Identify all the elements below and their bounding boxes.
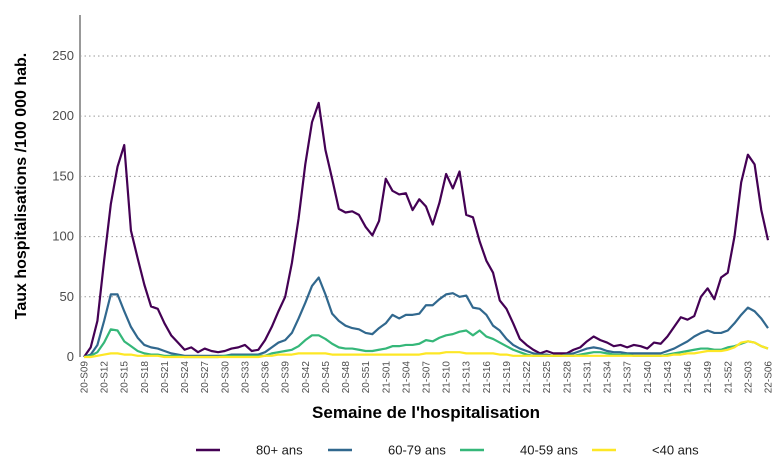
y-tick-label: 200 [52, 108, 74, 123]
x-tick-label: 20-S48 [341, 361, 352, 394]
x-tick-label: 20-S30 [220, 361, 231, 394]
x-tick-label: 21-S01 [381, 361, 392, 394]
x-tick-label: 20-S42 [301, 361, 312, 394]
legend-label: 40-59 ans [520, 443, 578, 458]
x-tick-label: 20-S51 [361, 361, 372, 394]
x-tick-label: 20-S45 [321, 361, 332, 394]
x-tick-label: 20-S18 [140, 361, 151, 394]
x-tick-label: 20-S12 [100, 361, 111, 394]
y-tick-label: 250 [52, 48, 74, 63]
x-tick-label: 21-S04 [401, 361, 412, 394]
x-tick-label: 21-S19 [502, 361, 513, 394]
legend-label: <40 ans [652, 443, 699, 458]
legend-label: 60-79 ans [388, 443, 446, 458]
x-tick-label: 21-S07 [422, 361, 433, 394]
series-line [84, 278, 768, 357]
x-tick-label: 20-S15 [120, 361, 131, 394]
x-tick-label: 21-S43 [663, 361, 674, 394]
x-tick-label: 21-S46 [683, 361, 694, 394]
x-tick-label: 21-S31 [582, 361, 593, 394]
x-tick-label: 21-S16 [482, 361, 493, 394]
x-tick-label: 21-S34 [603, 361, 614, 394]
x-tick-label: 21-S25 [542, 361, 553, 394]
x-tick-label: 21-S28 [562, 361, 573, 394]
y-tick-label: 50 [60, 289, 74, 304]
x-tick-label: 20-S36 [261, 361, 272, 394]
x-axis-title: Semaine de l'hospitalisation [312, 403, 540, 422]
x-tick-label: 21-S40 [643, 361, 654, 394]
x-tick-label: 20-S39 [281, 361, 292, 394]
x-tick-label: 20-S27 [200, 361, 211, 394]
x-tick-label: 20-S33 [240, 361, 251, 394]
y-axis-title: Taux hospitalisations /100 000 hab. [13, 53, 30, 319]
x-tick-label: 21-S22 [522, 361, 533, 394]
x-tick-label: 22-S03 [743, 361, 754, 394]
y-tick-label: 0 [67, 349, 74, 364]
x-tick-label: 20-S09 [80, 361, 91, 394]
legend-label: 80+ ans [256, 443, 303, 458]
series-line [84, 103, 768, 357]
x-tick-label: 21-S52 [723, 361, 734, 394]
x-tick-label: 21-S49 [703, 361, 714, 394]
y-tick-label: 150 [52, 168, 74, 183]
x-tick-label: 22-S06 [764, 361, 772, 394]
x-tick-label: 21-S10 [442, 361, 453, 394]
x-tick-label: 20-S24 [180, 361, 191, 394]
x-tick-label: 20-S21 [160, 361, 171, 394]
y-tick-label: 100 [52, 229, 74, 244]
x-tick-label: 21-S37 [623, 361, 634, 394]
x-tick-label: 21-S13 [462, 361, 473, 394]
